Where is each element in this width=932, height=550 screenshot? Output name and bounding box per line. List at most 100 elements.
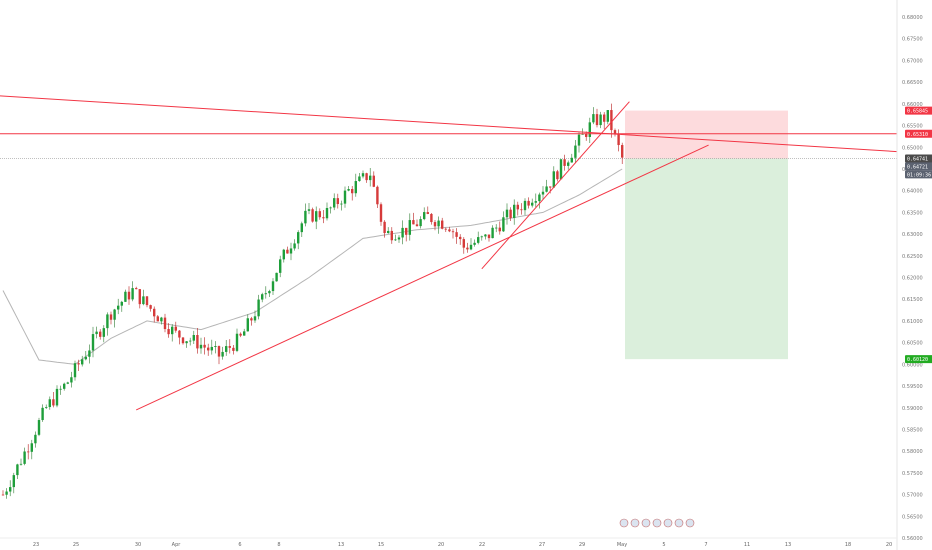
- candle[interactable]: [27, 444, 30, 460]
- candle[interactable]: [199, 337, 203, 354]
- candle[interactable]: [307, 202, 311, 215]
- candle[interactable]: [570, 153, 573, 163]
- candle[interactable]: [397, 235, 401, 243]
- candle[interactable]: [477, 231, 480, 245]
- candle[interactable]: [250, 316, 253, 326]
- candle[interactable]: [595, 108, 599, 128]
- candle[interactable]: [318, 208, 321, 220]
- candle[interactable]: [66, 381, 69, 385]
- candle[interactable]: [505, 203, 509, 225]
- candle[interactable]: [12, 472, 15, 494]
- candle[interactable]: [246, 314, 249, 332]
- economic-event-flag-icon[interactable]: [674, 518, 684, 528]
- candle[interactable]: [347, 186, 350, 192]
- candle[interactable]: [160, 316, 163, 325]
- candle[interactable]: [5, 488, 8, 499]
- economic-event-flag-icon[interactable]: [641, 518, 651, 528]
- candle[interactable]: [592, 107, 595, 125]
- candle[interactable]: [297, 230, 300, 250]
- candle[interactable]: [502, 211, 505, 232]
- candle[interactable]: [563, 154, 566, 171]
- candle[interactable]: [120, 300, 123, 312]
- candle[interactable]: [102, 325, 105, 343]
- candle[interactable]: [372, 171, 375, 188]
- candle[interactable]: [351, 186, 354, 201]
- candle[interactable]: [315, 206, 318, 230]
- candle[interactable]: [369, 168, 372, 187]
- candle[interactable]: [16, 463, 19, 479]
- candle[interactable]: [156, 315, 159, 322]
- candle[interactable]: [408, 213, 411, 241]
- candle[interactable]: [239, 332, 242, 338]
- candle[interactable]: [358, 173, 361, 182]
- candle[interactable]: [473, 239, 476, 247]
- candle[interactable]: [361, 170, 365, 179]
- economic-event-flag-icon[interactable]: [663, 518, 673, 528]
- candle[interactable]: [261, 292, 264, 303]
- candle[interactable]: [59, 385, 62, 395]
- candle[interactable]: [77, 359, 80, 371]
- candle[interactable]: [1, 490, 5, 496]
- candle[interactable]: [30, 439, 33, 460]
- candle[interactable]: [185, 341, 188, 348]
- candle[interactable]: [275, 272, 278, 282]
- economic-event-flag-icon[interactable]: [630, 518, 640, 528]
- candle[interactable]: [95, 326, 98, 339]
- candle[interactable]: [621, 142, 624, 164]
- candle[interactable]: [196, 327, 199, 354]
- economic-event-flag-icon[interactable]: [619, 518, 629, 528]
- candle[interactable]: [426, 206, 429, 215]
- candle[interactable]: [268, 289, 271, 298]
- candle[interactable]: [113, 308, 116, 328]
- candle[interactable]: [221, 346, 224, 360]
- candle[interactable]: [343, 186, 347, 208]
- candle[interactable]: [577, 132, 581, 153]
- candle[interactable]: [599, 111, 602, 129]
- candle[interactable]: [228, 339, 231, 354]
- candle[interactable]: [174, 321, 177, 333]
- candle[interactable]: [466, 242, 469, 253]
- candle[interactable]: [441, 217, 444, 230]
- candle[interactable]: [63, 382, 66, 391]
- candle[interactable]: [37, 417, 41, 437]
- candle[interactable]: [354, 173, 357, 197]
- candle[interactable]: [282, 248, 285, 263]
- candle[interactable]: [415, 219, 419, 227]
- candle[interactable]: [541, 186, 545, 200]
- candle[interactable]: [145, 295, 149, 308]
- candle[interactable]: [491, 225, 494, 239]
- candle[interactable]: [41, 404, 44, 422]
- trendline[interactable]: [0, 95, 898, 153]
- candle[interactable]: [88, 344, 91, 364]
- candle[interactable]: [459, 234, 462, 245]
- trendline-drawings[interactable]: [0, 95, 898, 411]
- candle[interactable]: [556, 169, 559, 182]
- candle[interactable]: [207, 343, 210, 356]
- candle[interactable]: [225, 339, 228, 356]
- candle[interactable]: [124, 289, 127, 303]
- candle[interactable]: [444, 227, 447, 232]
- candle[interactable]: [135, 286, 138, 290]
- candle[interactable]: [189, 337, 192, 346]
- candle[interactable]: [340, 200, 343, 211]
- candle[interactable]: [106, 312, 109, 336]
- candle[interactable]: [81, 355, 84, 367]
- candle[interactable]: [430, 213, 433, 225]
- candle[interactable]: [610, 103, 613, 138]
- candle[interactable]: [181, 337, 185, 345]
- economic-event-flag-icon[interactable]: [685, 518, 695, 528]
- candle[interactable]: [257, 294, 260, 320]
- candle[interactable]: [552, 166, 555, 188]
- candle[interactable]: [448, 226, 451, 233]
- candle[interactable]: [574, 140, 577, 164]
- candle[interactable]: [311, 207, 314, 223]
- candle[interactable]: [423, 207, 426, 221]
- candle[interactable]: [617, 129, 620, 152]
- candle[interactable]: [300, 221, 303, 238]
- candle[interactable]: [192, 330, 195, 344]
- candle[interactable]: [588, 117, 591, 143]
- candle[interactable]: [329, 206, 332, 214]
- candle[interactable]: [210, 339, 213, 355]
- candle[interactable]: [437, 216, 440, 234]
